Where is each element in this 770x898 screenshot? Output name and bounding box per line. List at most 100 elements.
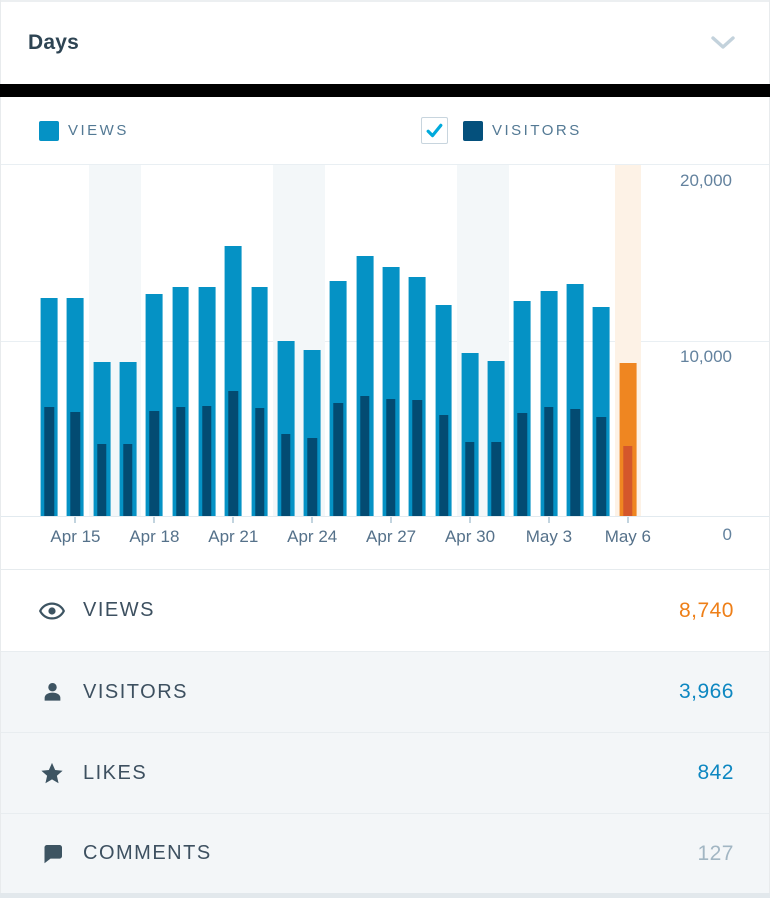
stats-tabs: VIEWS 8,740 VISITORS 3,966 LIKES 842 <box>1 569 769 893</box>
tab-value: 842 <box>697 761 734 784</box>
visitors-bar[interactable] <box>596 416 607 516</box>
visitors-checkbox[interactable] <box>421 117 448 144</box>
views-legend-label: VIEWS <box>68 122 129 139</box>
x-axis-label: Apr 30 <box>444 527 496 546</box>
period-title: Days <box>28 31 80 54</box>
chart-day-slot[interactable] <box>114 165 142 516</box>
chart-day-slot[interactable] <box>36 165 62 516</box>
chart-day-slot[interactable] <box>378 165 404 516</box>
tab-label: VISITORS <box>83 680 188 703</box>
chart-day-slot[interactable] <box>167 165 193 516</box>
chart-day-slot[interactable] <box>456 165 484 516</box>
visitors-bar[interactable] <box>622 446 633 516</box>
chart-day-slot[interactable] <box>141 165 167 516</box>
stats-tab[interactable]: LIKES 842 <box>1 732 769 813</box>
person-icon <box>39 680 65 704</box>
next-module-edge <box>0 893 770 898</box>
visitors-bar[interactable] <box>202 405 212 516</box>
x-axis-tick <box>232 517 235 523</box>
chevron-down-icon[interactable] <box>710 35 736 51</box>
visitors-bar[interactable] <box>70 411 81 516</box>
x-axis-inner: Apr 15 Apr 18 Apr 21 Apr 24 Apr 27 Apr 30 May … <box>36 517 651 569</box>
stats-tab[interactable]: COMMENTS 127 <box>1 813 769 893</box>
visitors-bar[interactable] <box>228 390 238 516</box>
x-axis-tick <box>626 517 629 523</box>
visitors-bar[interactable] <box>281 434 291 516</box>
chart-day-slot[interactable] <box>220 165 246 516</box>
visitors-bar[interactable] <box>465 442 475 516</box>
star-icon <box>39 761 65 786</box>
tab-label: LIKES <box>83 761 148 784</box>
x-axis-tick <box>311 517 314 523</box>
x-axis-label: Apr 24 <box>287 527 338 546</box>
x-axis-label: Apr 15 <box>50 527 101 546</box>
legend-visitors[interactable]: VISITORS <box>421 97 582 164</box>
visitors-bar[interactable] <box>386 398 396 516</box>
y-axis-label-20000: 20,000 <box>680 171 732 190</box>
tab-value: 8,740 <box>678 598 734 622</box>
bars-area <box>36 165 641 516</box>
y-axis-label-10000: 10,000 <box>680 347 732 366</box>
chart-legend: VIEWS VISITORS <box>1 97 769 164</box>
chart-day-slot[interactable] <box>536 165 562 516</box>
visitors-bar[interactable] <box>307 438 317 516</box>
checkmark-icon <box>426 123 443 138</box>
visitors-bar[interactable] <box>517 412 528 516</box>
period-dropdown-header[interactable]: Days <box>1 0 769 84</box>
x-axis-label: Apr 21 <box>208 527 259 546</box>
chart-day-slot[interactable] <box>62 165 88 516</box>
comment-icon <box>39 842 65 866</box>
visitors-bar[interactable] <box>570 408 580 516</box>
chart-day-slot[interactable] <box>352 165 378 516</box>
chart-day-slot[interactable] <box>588 165 614 516</box>
chart-day-slot[interactable] <box>325 165 351 516</box>
visitors-bar[interactable] <box>123 444 133 516</box>
visitors-bar[interactable] <box>359 395 370 516</box>
visitors-legend-swatch <box>463 120 483 141</box>
x-axis-tick <box>74 517 77 523</box>
eye-icon <box>39 601 65 621</box>
x-axis-label: Apr 18 <box>129 527 180 546</box>
stats-tab[interactable]: VISITORS 3,966 <box>1 651 769 732</box>
tab-value: 3,966 <box>678 680 734 703</box>
visitors-legend-label: VISITORS <box>492 122 582 139</box>
visitors-bar[interactable] <box>438 414 449 516</box>
views-legend-swatch <box>39 120 59 141</box>
chart-day-slot[interactable] <box>483 165 510 516</box>
visitors-bar[interactable] <box>149 410 160 516</box>
separator-bar <box>0 84 770 97</box>
chart-day-slot[interactable] <box>430 165 456 516</box>
chart-day-slot[interactable] <box>272 165 299 516</box>
legend-views: VIEWS <box>39 97 129 164</box>
x-axis-label: Apr 27 <box>366 527 417 546</box>
chart-day-slot[interactable] <box>246 165 272 516</box>
chart-day-slot[interactable] <box>404 165 430 516</box>
tab-label: COMMENTS <box>83 842 212 864</box>
x-axis-label: May 6 <box>604 527 651 546</box>
tab-value: 127 <box>697 841 734 865</box>
visitors-bar[interactable] <box>44 407 54 516</box>
chart-day-slot[interactable] <box>562 165 588 516</box>
chart-day-slot[interactable] <box>614 165 641 516</box>
chart-day-slot[interactable] <box>509 165 535 516</box>
visitors-bar[interactable] <box>333 402 344 516</box>
visitors-bar[interactable] <box>97 444 107 516</box>
x-axis-tick <box>153 517 156 523</box>
x-axis-tick <box>390 517 393 523</box>
tab-label: VIEWS <box>83 599 155 621</box>
visitors-bar[interactable] <box>175 406 186 516</box>
visitors-bar[interactable] <box>412 399 423 516</box>
bar-chart: 20,000 10,000 0 <box>1 164 769 544</box>
visitors-bar[interactable] <box>254 407 265 516</box>
chart-day-slot[interactable] <box>298 165 326 516</box>
y-axis-label-0: 0 <box>722 525 732 544</box>
stats-tab[interactable]: VIEWS 8,740 <box>1 570 769 651</box>
chart-day-slot[interactable] <box>88 165 115 516</box>
visitors-bar[interactable] <box>544 406 554 516</box>
visitors-bar[interactable] <box>491 442 501 516</box>
x-axis: Apr 15 Apr 18 Apr 21 Apr 24 Apr 27 Apr 30 May … <box>1 517 769 569</box>
chart-day-slot[interactable] <box>194 165 220 516</box>
x-axis-tick <box>469 517 472 523</box>
x-axis-label: May 3 <box>525 527 573 546</box>
